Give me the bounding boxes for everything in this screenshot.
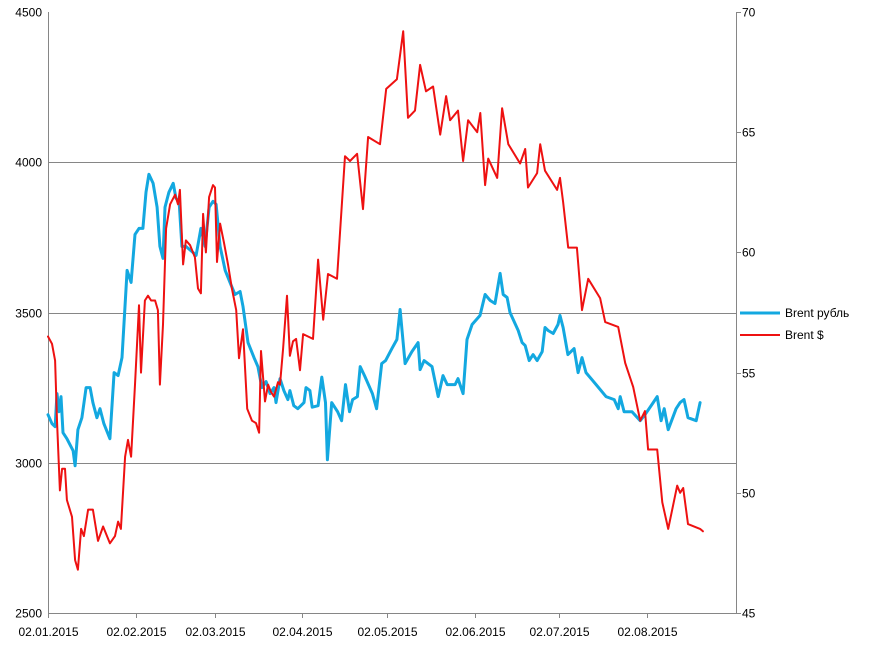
series-lines <box>46 30 704 571</box>
y-left-tick-label: 4500 <box>15 6 42 20</box>
y-right-tick-label: 55 <box>742 367 756 381</box>
y-left-tick-label: 2500 <box>15 607 42 621</box>
x-tick-label: 02.04.2015 <box>272 625 332 639</box>
x-tick-label: 02.05.2015 <box>357 625 417 639</box>
series-line-brent-rub <box>46 172 702 468</box>
series-line-brent-usd <box>47 30 704 571</box>
x-tick-label: 02.06.2015 <box>445 625 505 639</box>
axes: 2500 3000 3500 4000 4500 45 50 55 60 65 70 02.01.20… <box>15 6 755 640</box>
legend-label: Brent $ <box>785 328 824 342</box>
y-left-tick-label: 4000 <box>15 156 42 170</box>
legend-label: Brent рубль <box>785 306 849 320</box>
y-right-tick-label: 45 <box>742 607 756 621</box>
y-right-tick-label: 50 <box>742 487 756 501</box>
legend: Brent рубль Brent $ <box>740 306 849 342</box>
x-tick-label: 02.02.2015 <box>106 625 166 639</box>
y-right-tick-label: 65 <box>742 126 756 140</box>
x-tick-label: 02.08.2015 <box>617 625 677 639</box>
y-right-tick-label: 60 <box>742 246 756 260</box>
y-left-tick-label: 3000 <box>15 457 42 471</box>
gridlines <box>48 162 736 464</box>
x-tick-label: 02.07.2015 <box>529 625 589 639</box>
x-tick-label: 02.01.2015 <box>18 625 78 639</box>
y-left-tick-label: 3500 <box>15 307 42 321</box>
y-right-tick-label: 70 <box>742 6 756 20</box>
x-tick-label: 02.03.2015 <box>185 625 245 639</box>
